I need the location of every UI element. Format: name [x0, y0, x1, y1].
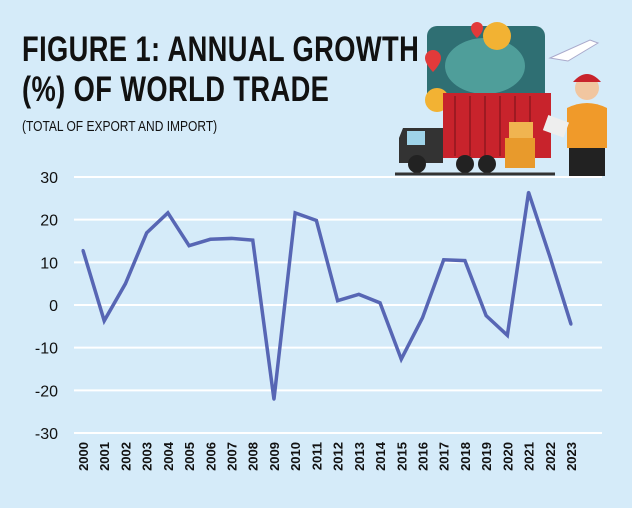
x-tick-label: 2014 — [373, 441, 388, 471]
x-tick-label: 2001 — [97, 442, 112, 471]
data-point — [208, 237, 212, 241]
x-tick-label: 2017 — [437, 442, 452, 471]
chart-title: FIGURE 1: ANNUAL GROWTH (%) OF WORLD TRA… — [22, 30, 419, 110]
data-point — [123, 282, 127, 286]
x-tick-label: 2002 — [118, 442, 133, 471]
data-point — [336, 299, 340, 303]
x-tick-label: 2018 — [458, 442, 473, 471]
data-point — [230, 236, 234, 240]
box-icon — [505, 138, 535, 168]
trade-illustration — [395, 22, 607, 176]
data-point — [399, 357, 403, 361]
y-tick-label: 0 — [49, 298, 58, 315]
x-tick-label: 2009 — [267, 442, 282, 471]
y-tick-label: 20 — [40, 213, 58, 230]
data-point — [505, 333, 509, 337]
x-tick-label: 2022 — [543, 442, 558, 471]
data-point — [569, 322, 573, 326]
data-point — [251, 238, 255, 242]
data-point — [357, 292, 361, 296]
x-tick-label: 2007 — [225, 442, 240, 471]
data-point — [378, 301, 382, 305]
data-point — [293, 211, 297, 215]
x-tick-label: 2023 — [564, 442, 579, 471]
title-line-1: FIGURE 1: ANNUAL GROWTH — [22, 30, 420, 69]
location-pin-icon — [425, 50, 441, 72]
x-tick-label: 2011 — [309, 442, 324, 470]
data-point — [272, 397, 276, 401]
chart-subtitle: (TOTAL OF EXPORT AND IMPORT) — [22, 118, 218, 135]
x-tick-label: 2015 — [394, 442, 409, 471]
data-point — [420, 316, 424, 320]
x-tick-label: 2020 — [500, 442, 515, 471]
x-tick-label: 2010 — [288, 442, 303, 471]
y-tick-label: -20 — [35, 383, 58, 400]
y-tick-label: 10 — [40, 255, 58, 272]
data-point — [314, 219, 318, 223]
x-tick-label: 2000 — [76, 442, 91, 471]
data-point — [548, 254, 552, 258]
x-tick-label: 2016 — [415, 442, 430, 471]
x-tick-label: 2008 — [246, 442, 261, 471]
data-point — [484, 314, 488, 318]
data-point — [187, 244, 191, 248]
series-line — [81, 191, 573, 400]
x-tick-label: 2012 — [331, 442, 346, 471]
data-point — [442, 258, 446, 262]
data-point — [463, 259, 467, 263]
x-tick-label: 2005 — [182, 442, 197, 471]
data-point — [145, 231, 149, 235]
title-line-2: (%) OF WORLD TRADE — [22, 70, 330, 109]
x-tick-label: 2013 — [352, 442, 367, 471]
gear-icon — [483, 22, 511, 50]
y-tick-label: -10 — [35, 341, 58, 358]
data-point — [102, 319, 106, 323]
x-tick-label: 2004 — [161, 441, 176, 471]
y-tick-label: -30 — [35, 426, 58, 443]
worker-icon — [542, 74, 607, 176]
y-tick-label: 30 — [40, 170, 58, 187]
data-point — [81, 248, 85, 252]
x-tick-label: 2003 — [140, 442, 155, 471]
airplane-icon — [548, 39, 600, 62]
x-tick-label: 2006 — [203, 442, 218, 471]
data-point — [166, 211, 170, 215]
data-point — [527, 190, 531, 194]
x-tick-label: 2021 — [522, 442, 537, 471]
x-tick-label: 2019 — [479, 442, 494, 471]
